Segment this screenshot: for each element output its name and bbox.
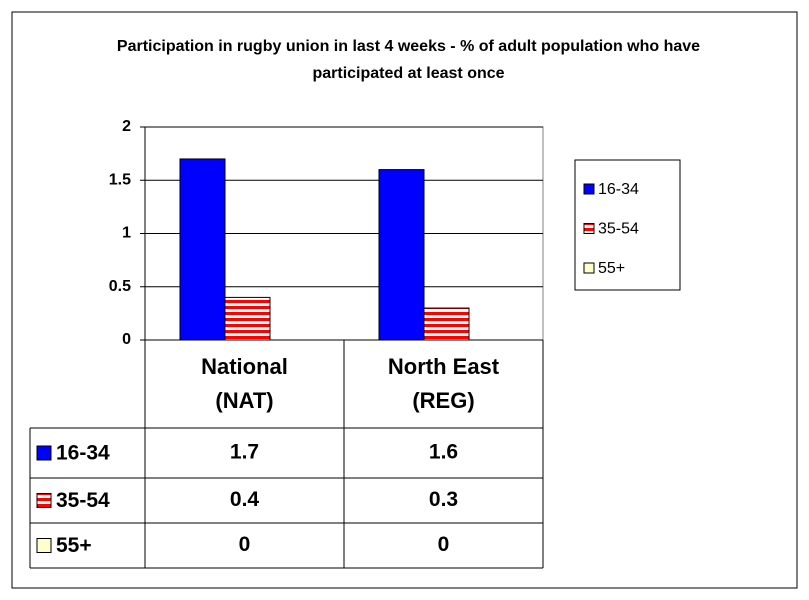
- bar: [423, 307, 470, 341]
- table-value: 1.6: [429, 441, 458, 464]
- y-tick-label: 1.5: [109, 171, 131, 188]
- y-tick-label: 0.5: [109, 278, 131, 295]
- table-row-label: 55+: [56, 534, 92, 557]
- bar: [179, 158, 226, 341]
- table-value: 0.4: [230, 488, 260, 511]
- chart-title: Participation in rugby union in last 4 w…: [116, 38, 701, 82]
- y-tick-label: 1: [122, 225, 131, 242]
- table-value: 0: [239, 533, 251, 556]
- legend-label: 55+: [598, 260, 625, 277]
- legend-key: [583, 262, 595, 274]
- table-value: 0: [438, 533, 450, 556]
- legend-key: [36, 493, 52, 508]
- y-tick-label: 2: [122, 118, 131, 135]
- legend-label: 35-54: [598, 221, 639, 238]
- x-tick-label: National (NAT): [201, 354, 288, 413]
- table-row-label: 35-54: [56, 489, 110, 512]
- table-value: 1.7: [230, 441, 259, 464]
- legend-key: [36, 445, 52, 461]
- legend-key: [583, 223, 595, 234]
- bar: [378, 169, 425, 341]
- y-tick-label: 0: [122, 331, 131, 348]
- x-tick-label: North East (REG): [387, 354, 500, 413]
- bar: [224, 296, 271, 341]
- table-value: 0.3: [429, 488, 458, 511]
- legend-key: [36, 538, 52, 553]
- table-row-label: 16-34: [56, 442, 110, 465]
- legend-label: 16-34: [598, 181, 639, 198]
- legend-key: [583, 183, 595, 195]
